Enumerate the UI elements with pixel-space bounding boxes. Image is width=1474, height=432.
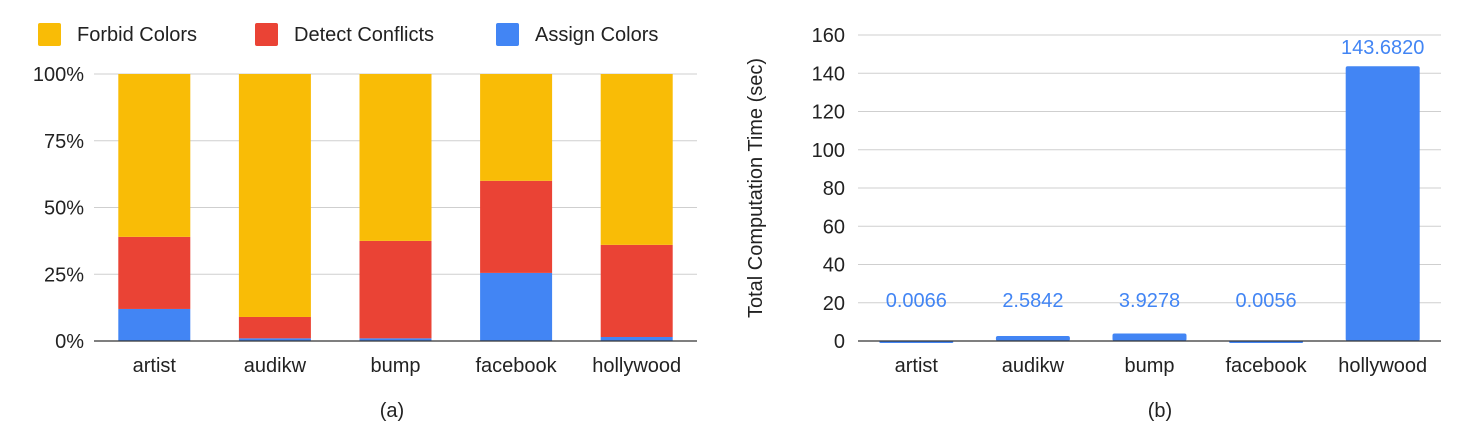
- bar-forbid-facebook: [480, 74, 553, 181]
- x-tick-label: bump: [370, 355, 420, 377]
- bar-detect-bump: [359, 240, 432, 339]
- y-tick-label: 0%: [55, 331, 84, 353]
- bar-assign-artist: [118, 308, 191, 341]
- y-axis-title: Total Computation Time (sec): [745, 58, 767, 318]
- bar-assign-facebook: [480, 272, 553, 341]
- y-tick-label: 75%: [44, 131, 84, 153]
- y-tick-label: 20: [823, 293, 845, 315]
- caption-b: (b): [1148, 400, 1172, 422]
- data-label: 0.0056: [1236, 290, 1297, 312]
- y-tick-label: 80: [823, 178, 845, 200]
- data-label: 2.5842: [1002, 290, 1063, 312]
- data-label: 0.0066: [886, 290, 947, 312]
- legend-label: Forbid Colors: [77, 24, 197, 46]
- x-tick-label: audikw: [1002, 355, 1065, 377]
- y-tick-label: 60: [823, 216, 845, 238]
- stacked-percent-chart: 0% 25% 50% 75% 100% artist audikw bump facebook h…: [33, 23, 697, 422]
- x-tick-label: artist: [133, 355, 177, 377]
- x-tick-label: audikw: [244, 355, 307, 377]
- y-tick-label: 50%: [44, 198, 84, 220]
- bar-bump: [1112, 333, 1187, 341]
- x-tick-label: artist: [895, 355, 939, 377]
- bar-assign-hollywood: [600, 336, 673, 341]
- x-tick-label: bump: [1124, 355, 1174, 377]
- bar-detect-hollywood: [600, 244, 673, 337]
- bar-forbid-hollywood: [600, 74, 673, 245]
- bar-forbid-artist: [118, 74, 191, 237]
- x-tick-label: hollywood: [592, 355, 681, 377]
- y-tick-label: 0: [834, 331, 845, 353]
- y-tick-label: 160: [812, 25, 845, 47]
- bar-hollywood: [1345, 66, 1420, 341]
- bar-detect-audikw: [238, 316, 311, 339]
- computation-time-chart: 0 20 40 60 80 100 120 140 160 0.0066 artist 2.5842 a…: [745, 25, 1441, 422]
- data-label: 3.9278: [1119, 290, 1180, 312]
- bar-assign-audikw: [238, 338, 311, 341]
- bar-detect-facebook: [480, 180, 553, 273]
- bar-detect-artist: [118, 236, 191, 309]
- bar-assign-bump: [359, 338, 432, 341]
- y-tick-label: 140: [812, 63, 845, 85]
- y-tick-label: 40: [823, 255, 845, 277]
- y-tick-label: 100%: [33, 64, 84, 86]
- y-tick-label: 120: [812, 102, 845, 124]
- x-tick-label: facebook: [476, 355, 558, 377]
- legend-swatch-detect: [255, 23, 278, 46]
- x-tick-label: hollywood: [1338, 355, 1427, 377]
- legend-label: Assign Colors: [535, 24, 658, 46]
- x-tick-label: facebook: [1226, 355, 1308, 377]
- y-tick-label: 100: [812, 140, 845, 162]
- legend-label: Detect Conflicts: [294, 24, 434, 46]
- caption-a: (a): [380, 400, 404, 422]
- bar-audikw: [995, 336, 1070, 341]
- bar-forbid-audikw: [238, 74, 311, 317]
- legend-swatch-assign: [496, 23, 519, 46]
- data-label: 143.6820: [1341, 37, 1424, 59]
- legend-swatch-forbid: [38, 23, 61, 46]
- y-tick-label: 25%: [44, 264, 84, 286]
- bar-forbid-bump: [359, 74, 432, 241]
